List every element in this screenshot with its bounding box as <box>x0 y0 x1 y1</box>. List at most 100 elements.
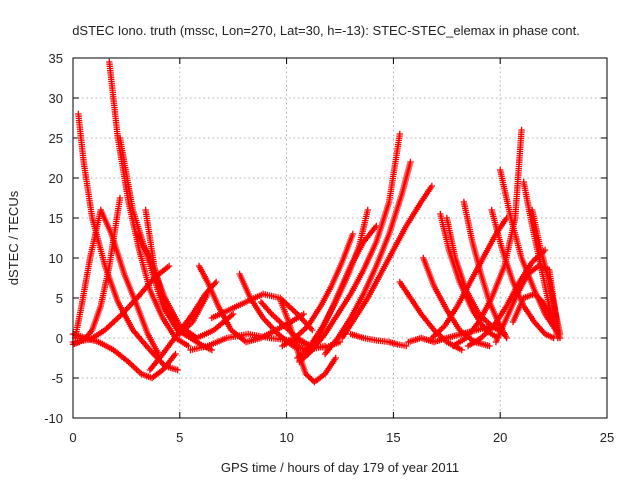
y-tick-label: 0 <box>56 331 63 346</box>
series-21 <box>304 222 380 358</box>
series-17 <box>279 230 357 350</box>
series-36 <box>464 246 549 350</box>
data-trace <box>339 232 356 264</box>
data-trace <box>150 367 165 381</box>
data-trace <box>420 256 437 288</box>
series-28 <box>428 214 510 342</box>
data-trace <box>430 324 447 340</box>
data-trace <box>521 304 537 324</box>
data-trace <box>120 296 139 316</box>
data-trace <box>399 160 414 196</box>
data-point <box>518 126 525 134</box>
data-trace <box>373 200 392 244</box>
data-trace <box>323 356 338 376</box>
data-trace <box>469 240 484 276</box>
data-points <box>69 58 564 386</box>
data-trace <box>160 316 178 340</box>
data-trace <box>446 248 463 284</box>
data-trace <box>442 304 460 328</box>
data-trace <box>162 296 183 328</box>
data-trace <box>305 304 323 328</box>
y-tick-label: 10 <box>49 251 63 266</box>
y-tick-label: -5 <box>51 371 63 386</box>
data-trace <box>80 160 96 220</box>
data-trace <box>103 312 124 332</box>
data-trace <box>408 296 424 316</box>
y-tick-label: 20 <box>49 171 63 186</box>
series-20 <box>338 182 436 342</box>
x-tick-label: 15 <box>386 430 400 445</box>
data-trace <box>404 200 424 228</box>
data-trace <box>112 348 131 364</box>
data-trace <box>489 208 505 252</box>
data-trace <box>147 352 165 372</box>
data-trace <box>493 316 509 344</box>
data-trace <box>489 264 507 300</box>
data-point <box>208 346 216 354</box>
data-trace <box>522 291 536 301</box>
data-trace <box>147 288 165 320</box>
data-point <box>230 310 237 318</box>
data-trace <box>131 328 152 352</box>
data-trace <box>270 312 287 328</box>
series-10 <box>195 262 307 346</box>
data-trace <box>491 304 509 328</box>
data-trace <box>349 331 365 341</box>
data-trace <box>361 240 379 272</box>
data-point <box>541 246 549 254</box>
data-trace <box>206 335 229 349</box>
data-trace <box>78 256 93 308</box>
data-trace <box>508 216 525 260</box>
data-trace <box>126 360 143 376</box>
data-point <box>174 366 181 374</box>
data-trace <box>227 299 248 313</box>
data-trace <box>237 272 253 300</box>
data-trace <box>515 272 531 296</box>
x-tick-label: 10 <box>279 430 293 445</box>
data-trace <box>386 192 405 236</box>
axis-ticks: 0 5 10 15 20 25 -10 -5 0 5 10 15 20 25 30 35 <box>44 51 614 445</box>
data-trace <box>327 288 343 316</box>
data-trace <box>532 320 547 336</box>
data-point <box>373 222 380 230</box>
data-trace <box>75 112 87 164</box>
data-trace <box>134 304 151 336</box>
series-1 <box>71 206 162 358</box>
data-trace <box>160 352 178 372</box>
series-5 <box>69 262 173 346</box>
data-trace <box>352 296 370 320</box>
y-tick-label: 15 <box>49 211 63 226</box>
data-trace <box>196 264 210 284</box>
series-2 <box>75 110 181 374</box>
y-tick-label: 30 <box>49 91 63 106</box>
data-point <box>172 350 179 358</box>
data-trace <box>543 331 556 341</box>
data-trace <box>444 216 459 260</box>
data-trace <box>348 240 366 268</box>
x-tick-label: 5 <box>176 430 183 445</box>
data-trace <box>160 332 180 356</box>
data-trace <box>97 339 115 353</box>
data-trace <box>280 335 297 349</box>
data-trace <box>478 272 493 304</box>
series-30 <box>450 126 525 350</box>
data-point <box>556 334 564 342</box>
chart-title: dSTEC Iono. truth (mssc, Lon=270, Lat=30… <box>72 23 580 38</box>
data-trace <box>348 292 366 320</box>
plot-frame <box>72 57 608 419</box>
data-trace <box>455 280 473 308</box>
data-point <box>403 342 410 350</box>
data-trace <box>190 292 208 316</box>
data-trace <box>88 327 107 342</box>
data-trace <box>466 335 483 349</box>
data-trace <box>337 264 353 292</box>
data-trace <box>529 208 544 252</box>
data-trace <box>391 224 409 252</box>
data-trace <box>295 344 312 360</box>
data-trace <box>108 232 127 276</box>
data-trace <box>335 316 353 340</box>
data-trace <box>497 168 514 220</box>
data-trace <box>365 272 383 300</box>
data-trace <box>323 336 340 356</box>
data-trace <box>195 327 216 341</box>
